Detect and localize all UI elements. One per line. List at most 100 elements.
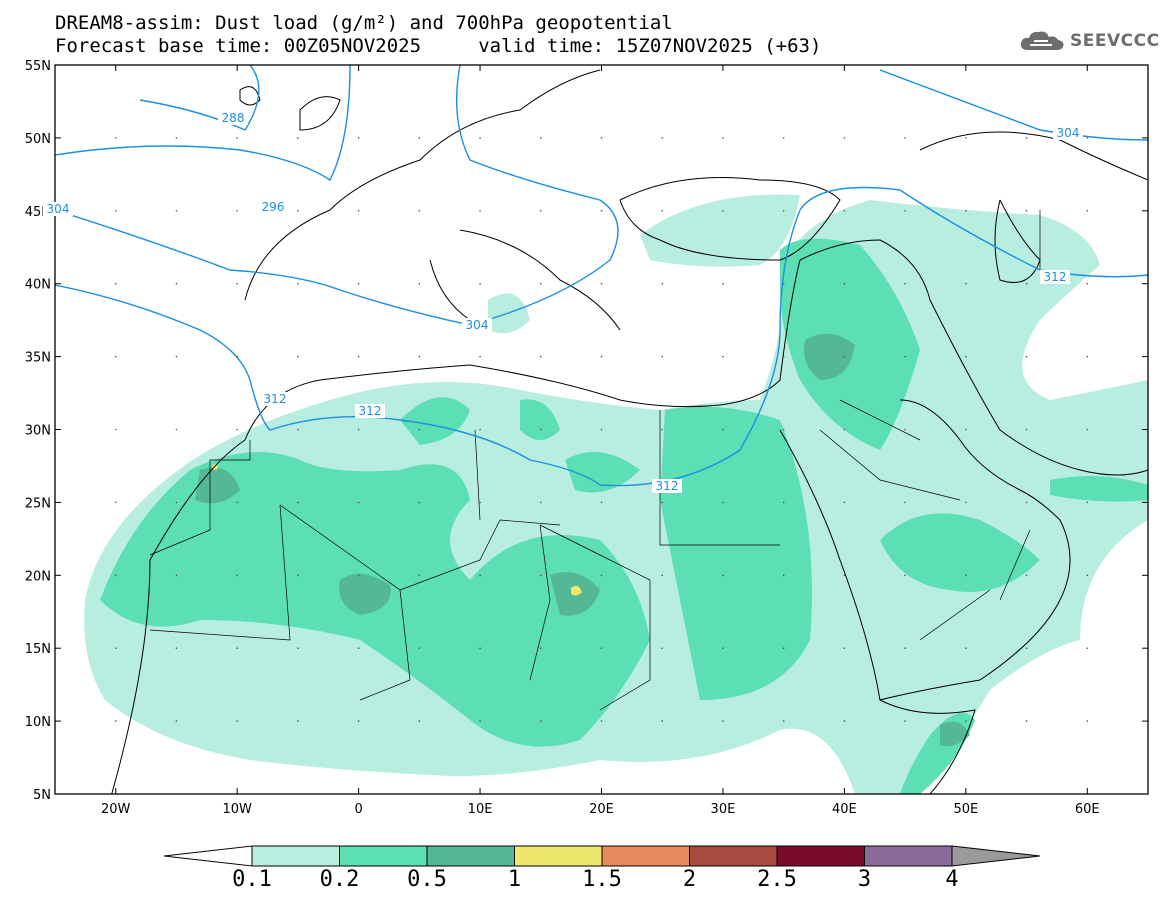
colorbar-swatch — [251, 845, 340, 867]
grid-dot — [1086, 501, 1089, 504]
lon-tick-label: 50E — [953, 802, 978, 817]
longitude-axis: 20W 10W 0 10E 20E 30E 40E 50E 60E — [101, 65, 1100, 817]
grid-dot — [479, 210, 481, 212]
grid-dot — [114, 355, 117, 358]
colorbar-swatch — [689, 845, 778, 867]
contour-labels: 288 296 304 304 312 312 312 304 312 — [43, 111, 1083, 493]
grid-dot — [418, 210, 421, 212]
grid-dot — [904, 574, 906, 577]
colorbar-label: 0.5 — [407, 867, 447, 892]
grid-dot — [236, 428, 238, 431]
lat-tick-label: 10N — [25, 715, 51, 730]
grid-dot — [600, 647, 603, 649]
grid-dot — [297, 720, 299, 722]
colorbar-swatch — [426, 845, 515, 867]
grid-dot — [175, 574, 178, 577]
lon-tick-label: 20E — [589, 802, 614, 817]
grid-dot — [1086, 647, 1089, 649]
cloud-icon — [1020, 31, 1064, 50]
grid-dot — [782, 282, 785, 285]
grid-dot — [843, 137, 846, 139]
colorbar-label: 2.5 — [757, 867, 797, 892]
grid-dot — [1086, 720, 1089, 722]
grid-dot — [661, 210, 664, 212]
grid-dot — [418, 137, 421, 139]
grid-dot — [539, 282, 542, 285]
grid-dot — [1025, 137, 1028, 139]
grid-dot — [843, 210, 846, 212]
contour-label-bg — [43, 202, 73, 216]
contour-label-bg — [355, 404, 385, 418]
grid-dot — [357, 501, 360, 504]
grid-dot — [782, 210, 785, 212]
grid-dot — [965, 501, 967, 504]
grid-dot — [297, 137, 299, 139]
grid-dot — [722, 282, 724, 285]
grid-dot — [479, 137, 481, 139]
grid-dot — [236, 210, 238, 212]
grid-dot — [1086, 355, 1089, 358]
colorbar-label: 1 — [508, 867, 521, 892]
grid-dot — [904, 137, 906, 139]
grid-dot — [1025, 282, 1028, 285]
geopotential-contours — [55, 65, 1148, 487]
forecast-time-line: Forecast base time: 00Z05NOV2025 valid t… — [55, 35, 822, 57]
grid-dot — [539, 647, 542, 649]
grid-dot — [479, 282, 481, 285]
grid-dot — [782, 647, 785, 649]
grid-dot — [843, 355, 846, 358]
grid-dot — [661, 647, 664, 649]
dust-peak-spot — [212, 464, 218, 470]
lon-tick-label: 60E — [1075, 802, 1100, 817]
grid-dot — [661, 282, 664, 285]
colorbar-swatch — [864, 845, 953, 867]
grid-dot — [418, 501, 421, 504]
grid-dot — [782, 355, 785, 358]
grid-dot — [722, 137, 724, 139]
contour-label: 312 — [359, 404, 382, 418]
grid-dot — [904, 720, 906, 722]
grid-dot — [1086, 282, 1089, 285]
grid-dot — [722, 210, 724, 212]
colorbar-label: 1.5 — [582, 867, 622, 892]
grid-dot — [904, 647, 906, 649]
contour-label-bg — [1040, 270, 1070, 284]
grid-dot — [600, 501, 603, 504]
grid-dot — [600, 720, 603, 722]
logo-text: SEEVCCC — [1070, 31, 1160, 51]
grid-dot — [175, 501, 178, 504]
grid-dot — [722, 574, 724, 577]
contour-label: 304 — [466, 318, 489, 332]
grid-dot — [1025, 720, 1028, 722]
grid-dot — [114, 428, 117, 431]
grid-dot — [782, 574, 785, 577]
colorbar-label: 4 — [945, 867, 958, 892]
grid-dot — [236, 647, 238, 649]
grid-dot — [965, 210, 967, 212]
colorbar-under-triangle — [163, 845, 253, 867]
grid-dot — [722, 501, 724, 504]
grid-dot — [297, 428, 299, 431]
colorbar-over-triangle — [951, 845, 1041, 867]
grid-dot — [782, 501, 785, 504]
dust-high-regions — [195, 333, 970, 747]
grid-dot — [297, 574, 299, 577]
grid-dot — [965, 574, 967, 577]
lat-tick-label: 55N — [25, 59, 51, 74]
grid-dot — [357, 574, 360, 577]
grid-dot — [1025, 210, 1028, 212]
grid-dot — [114, 720, 117, 722]
grid-dot — [479, 647, 481, 649]
grid-dot — [236, 282, 238, 285]
colorbar: 0.1 0.2 0.5 1 1.5 2 2.5 3 4 — [163, 845, 1041, 892]
grid-dot — [782, 720, 785, 722]
contour-label-bg — [462, 318, 492, 332]
grid-dot — [539, 210, 542, 212]
grid-dot — [904, 210, 906, 212]
grid-dot — [722, 647, 724, 649]
contour-label: 312 — [656, 479, 679, 493]
grid-dot — [600, 355, 603, 358]
grid-dot — [965, 355, 967, 358]
lat-tick-label: 15N — [25, 642, 51, 657]
